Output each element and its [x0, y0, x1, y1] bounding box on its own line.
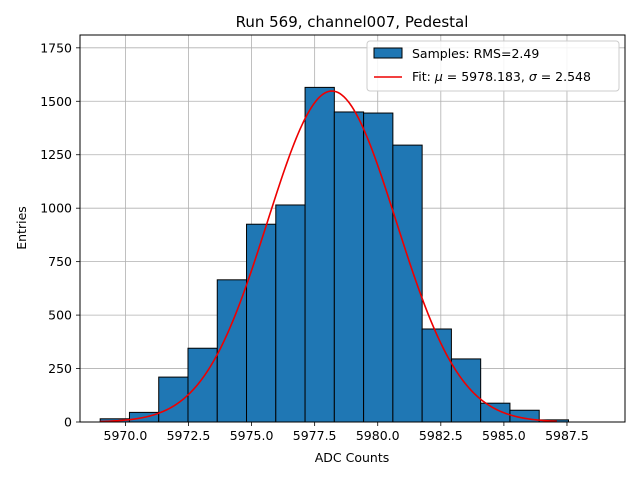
- x-tick-label: 5987.5: [545, 428, 589, 443]
- y-tick-label: 250: [48, 361, 72, 376]
- y-tick-label: 1750: [40, 40, 72, 55]
- histogram-bar: [216, 279, 248, 423]
- y-tick-label: 1500: [40, 94, 72, 109]
- plot-frame: [79, 34, 626, 423]
- histogram-bar: [275, 204, 306, 423]
- histogram-bar: [363, 112, 394, 423]
- histogram-bar: [392, 144, 423, 423]
- legend-histogram-swatch: [373, 47, 403, 59]
- y-tick-label: 1250: [40, 147, 72, 162]
- histogram-bar: [333, 111, 365, 423]
- x-tick-label: 5980.0: [356, 428, 400, 443]
- histogram-bars: [99, 86, 569, 423]
- legend-fit-label: Fit: μ = 5978.183, σ = 2.548: [412, 69, 591, 84]
- y-tick-label: 0: [64, 415, 72, 430]
- y-tick-label: 1000: [40, 201, 72, 216]
- y-axis-ticks: 0 250 500 750 1000 1250 1500 1750: [40, 40, 80, 430]
- histogram-bar: [304, 86, 335, 423]
- histogram-bar: [246, 223, 277, 423]
- legend-histogram-label: Samples: RMS=2.49: [412, 46, 539, 61]
- legend: Samples: RMS=2.49 Fit: μ = 5978.183, σ =…: [366, 40, 620, 92]
- x-tick-label: 5970.0: [104, 428, 148, 443]
- y-tick-label: 500: [48, 308, 72, 323]
- x-tick-label: 5982.5: [419, 428, 463, 443]
- histogram-bar: [421, 328, 452, 423]
- x-axis-label: ADC Counts: [315, 450, 390, 465]
- y-axis-label: Entries: [14, 206, 29, 250]
- x-tick-label: 5972.5: [167, 428, 211, 443]
- x-axis-ticks: 5970.0 5972.5 5975.0 5977.5 5980.0 5982.5 5985…: [104, 422, 589, 443]
- histogram-bar: [187, 347, 218, 423]
- legend-box: [366, 40, 620, 92]
- y-tick-label: 750: [48, 254, 72, 269]
- chart-title: Run 569, channel007, Pedestal: [236, 13, 469, 31]
- x-tick-label: 5975.0: [230, 428, 274, 443]
- histogram-bar: [450, 358, 482, 423]
- x-tick-label: 5985.0: [482, 428, 526, 443]
- x-tick-label: 5977.5: [293, 428, 337, 443]
- fit-curve: [100, 90, 557, 423]
